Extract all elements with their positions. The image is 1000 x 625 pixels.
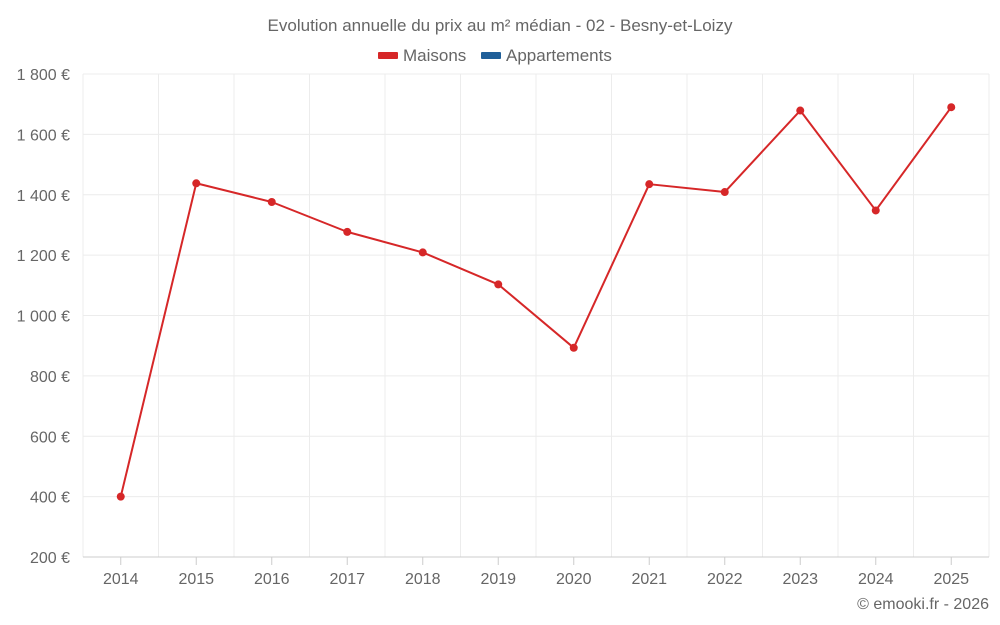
legend-item-maisons[interactable]: Maisons [378, 46, 466, 65]
legend-swatch-appartements [481, 52, 501, 59]
y-axis-ticks: 200 € 400 € 600 € 800 € 1 000 € 1 200 € 1 400 … [17, 67, 70, 567]
x-tick-label: 2024 [858, 571, 894, 588]
legend-label-appartements: Appartements [506, 46, 612, 65]
y-tick-label: 600 € [30, 429, 70, 446]
x-tick-label: 2017 [329, 571, 365, 588]
y-tick-label: 1 400 € [17, 188, 70, 205]
x-tick-label: 2018 [405, 571, 441, 588]
data-point-maisons[interactable] [494, 280, 503, 289]
data-point-maisons[interactable] [720, 188, 729, 197]
x-tick-label: 2019 [480, 571, 516, 588]
y-tick-label: 200 € [30, 550, 70, 567]
y-tick-label: 1 200 € [17, 248, 70, 265]
legend-label-maisons: Maisons [403, 46, 466, 65]
x-tick-label: 2021 [631, 571, 667, 588]
data-point-maisons[interactable] [947, 103, 956, 112]
data-point-maisons[interactable] [267, 197, 276, 206]
x-tick-label: 2016 [254, 571, 290, 588]
x-tick-label: 2015 [178, 571, 214, 588]
data-point-maisons[interactable] [871, 206, 880, 215]
grid [82, 73, 990, 557]
data-point-maisons[interactable] [116, 492, 125, 501]
y-tick-label: 400 € [30, 490, 70, 507]
data-point-maisons[interactable] [418, 248, 427, 257]
x-axis-ticks: 2014 2015 2016 2017 2018 2019 2020 2021 2022 2023… [103, 557, 969, 588]
x-tick-label: 2025 [933, 571, 969, 588]
data-point-maisons[interactable] [796, 106, 805, 115]
data-point-maisons[interactable] [569, 343, 578, 352]
data-point-maisons[interactable] [192, 179, 201, 188]
data-point-maisons[interactable] [343, 227, 352, 236]
x-tick-label: 2023 [782, 571, 818, 588]
legend-item-appartements[interactable]: Appartements [481, 46, 612, 65]
chart-title: Evolution annuelle du prix au m² médian … [268, 16, 733, 35]
x-tick-label: 2014 [103, 571, 139, 588]
credit-text: © emooki.fr - 2026 [857, 596, 989, 613]
x-tick-label: 2022 [707, 571, 743, 588]
data-point-maisons[interactable] [645, 180, 654, 189]
y-tick-label: 1 000 € [17, 309, 70, 326]
series [116, 103, 956, 501]
legend: Maisons Appartements [378, 46, 612, 65]
legend-swatch-maisons [378, 52, 398, 59]
series-line-maisons [119, 106, 953, 497]
y-tick-label: 1 800 € [17, 67, 70, 84]
y-tick-label: 800 € [30, 369, 70, 386]
x-tick-label: 2020 [556, 571, 592, 588]
y-tick-label: 1 600 € [17, 127, 70, 144]
